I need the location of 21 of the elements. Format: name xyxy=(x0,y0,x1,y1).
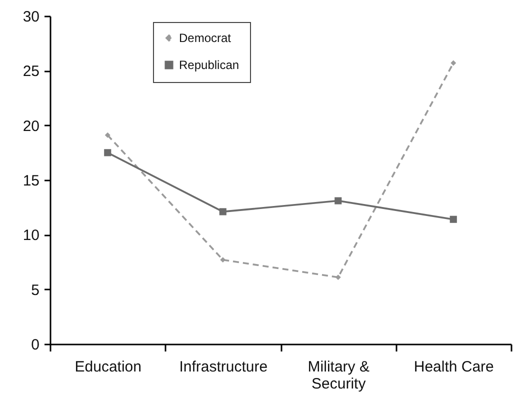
y-tick-label: 10 xyxy=(22,227,40,244)
y-tick-label: 15 xyxy=(22,172,40,190)
point xyxy=(450,60,456,66)
x-tick-label: Military & Security xyxy=(308,358,370,392)
point xyxy=(335,274,341,280)
y-tick-label: 5 xyxy=(31,282,40,299)
legend-label: Republican xyxy=(179,58,240,72)
y-tick-label: 0 xyxy=(31,336,40,354)
y-tick-label: 20 xyxy=(22,118,40,135)
x-tick-label: Education xyxy=(74,358,142,376)
y-tick-label: 25 xyxy=(22,63,40,80)
x-tick-label: Infrastructure xyxy=(179,358,268,376)
point xyxy=(220,257,226,263)
point xyxy=(104,132,110,138)
x-tick-label: Health Care xyxy=(414,358,494,376)
y-tick-label: 30 xyxy=(22,8,40,26)
point xyxy=(334,197,342,204)
point xyxy=(450,216,457,223)
legend-label: Democrat xyxy=(179,31,232,45)
point xyxy=(104,149,112,156)
point xyxy=(219,208,226,216)
